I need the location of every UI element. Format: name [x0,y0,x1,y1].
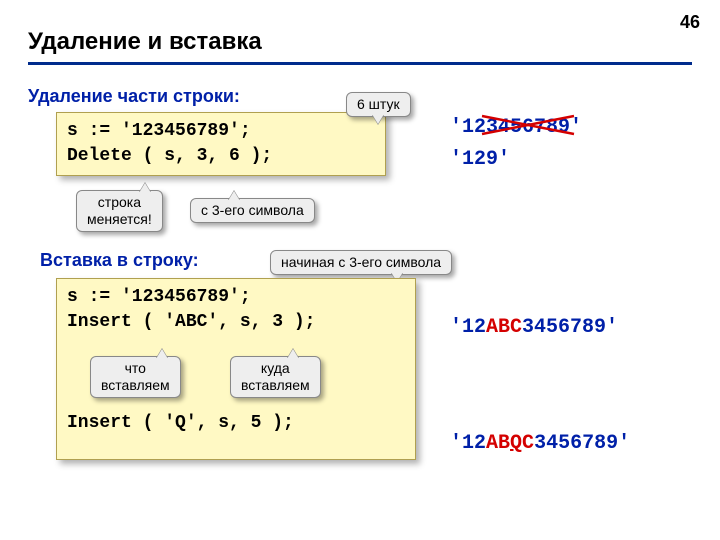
callout-label: что вставляем [101,360,170,393]
result-text: 3456789' [522,316,618,339]
pointer-up-icon [228,191,240,201]
callout-string-changes: строка меняется! [76,190,163,232]
result-text: ' [570,116,582,139]
section1-heading: Удаление части строки: [28,86,240,107]
pointer-down-icon [372,114,384,124]
callout-what-insert: что вставляем [90,356,181,398]
result-after-insert1: '12ABC3456789' [450,316,618,339]
callout-from-third: с 3-его символа [190,198,315,223]
pointer-up-icon [139,183,151,193]
callout-label: 6 штук [357,96,400,112]
page-title: Удаление и вставка [28,28,262,56]
result-text-red: AB [486,432,510,455]
title-underline [28,62,692,65]
result-before-delete: '123456789' [450,116,582,139]
result-text: 3456789' [534,432,630,455]
callout-where-insert: куда вставляем [230,356,321,398]
result-text: 3456789 [486,116,570,139]
result-text: '12 [450,116,486,139]
result-text-red-underline: Q [510,432,522,455]
result-after-delete: '129' [450,148,510,171]
callout-label: куда вставляем [241,360,310,393]
callout-starting-third: начиная с 3-его символа [270,250,452,275]
pointer-up-icon [287,349,299,359]
callout-label: начиная с 3-его символа [281,254,441,270]
result-text: '12 [450,432,486,455]
page-number: 46 [680,12,700,33]
result-after-insert2: '12ABQC3456789' [450,432,630,455]
callout-label: строка меняется! [87,194,152,227]
codebox-delete: s := '123456789'; Delete ( s, 3, 6 ); [56,112,386,176]
callout-label: с 3-его символа [201,202,304,218]
callout-six-pieces: 6 штук [346,92,411,117]
result-text-red: ABC [486,316,522,339]
result-text: '12 [450,316,486,339]
result-text-red: C [522,432,534,455]
pointer-up-icon [156,349,168,359]
section2-heading: Вставка в строку: [40,250,199,271]
